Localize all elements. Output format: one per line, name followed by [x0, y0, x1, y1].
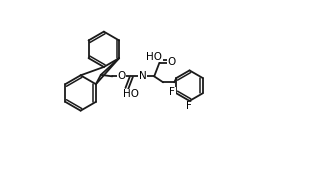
- Text: N: N: [139, 71, 147, 81]
- Text: F: F: [186, 101, 192, 111]
- Text: O: O: [117, 71, 126, 81]
- Text: HO: HO: [122, 89, 139, 99]
- Text: HO: HO: [146, 52, 162, 62]
- Text: F: F: [169, 87, 175, 97]
- Text: O: O: [168, 57, 176, 67]
